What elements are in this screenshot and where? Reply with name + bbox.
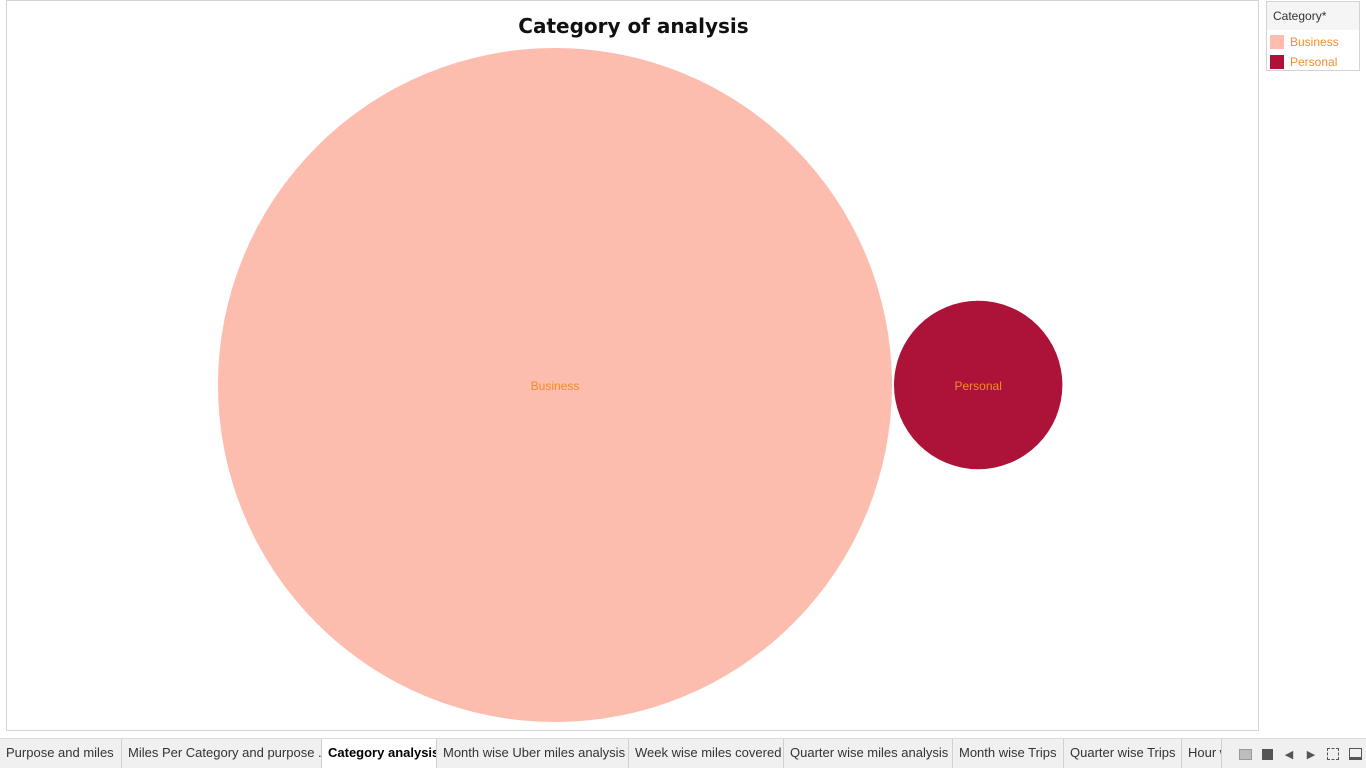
sheet-tab-bar: Purpose and miles Miles Per Category and … bbox=[0, 738, 1366, 768]
legend-label-business: Business bbox=[1290, 35, 1339, 49]
bubble-label-business: Business bbox=[531, 379, 580, 393]
legend-label-personal: Personal bbox=[1290, 55, 1338, 69]
tab-miles-per-category[interactable]: Miles Per Category and purpose ... bbox=[122, 739, 322, 768]
show-sheet-sorter-button[interactable] bbox=[1234, 743, 1256, 765]
legend-title: Category* bbox=[1267, 2, 1359, 30]
next-sheet-button[interactable]: ▶ bbox=[1300, 743, 1322, 765]
tab-hour-wise[interactable]: Hour wise bbox=[1182, 739, 1222, 768]
tab-quarter-wise-miles[interactable]: Quarter wise miles analysis bbox=[784, 739, 953, 768]
tab-week-wise-miles[interactable]: Week wise miles covered bbox=[629, 739, 784, 768]
presentation-icon bbox=[1348, 748, 1362, 760]
filmstrip-icon bbox=[1261, 748, 1273, 760]
legend-swatch-business bbox=[1270, 35, 1284, 49]
sheet-tabs: Purpose and miles Miles Per Category and … bbox=[0, 739, 1222, 769]
fullscreen-icon bbox=[1327, 748, 1339, 760]
legend-item-business[interactable]: Business bbox=[1270, 34, 1339, 50]
chevron-right-icon: ▶ bbox=[1306, 748, 1316, 761]
chevron-left-icon: ◀ bbox=[1284, 748, 1294, 761]
legend-swatch-personal bbox=[1270, 55, 1284, 69]
sheet-sorter-icon bbox=[1238, 748, 1252, 760]
tab-month-wise-trips[interactable]: Month wise Trips bbox=[953, 739, 1064, 768]
viz-canvas: Category of analysis Business Personal bbox=[6, 0, 1259, 731]
tab-category-analysis[interactable]: Category analysis bbox=[322, 739, 437, 768]
show-filmstrip-button[interactable] bbox=[1256, 743, 1278, 765]
tab-purpose-and-miles[interactable]: Purpose and miles bbox=[0, 739, 122, 768]
prev-sheet-button[interactable]: ◀ bbox=[1278, 743, 1300, 765]
chart-title: Category of analysis bbox=[518, 14, 749, 38]
legend-panel: Category* Business Personal bbox=[1266, 1, 1360, 71]
bubble-label-personal: Personal bbox=[955, 379, 1002, 393]
tab-quarter-wise-trips[interactable]: Quarter wise Trips bbox=[1064, 739, 1182, 768]
tab-controls: ◀ ▶ bbox=[1234, 739, 1366, 769]
bubble-chart: Business Personal bbox=[218, 48, 1063, 722]
bubble-business[interactable] bbox=[218, 48, 892, 722]
legend-item-personal[interactable]: Personal bbox=[1270, 54, 1337, 70]
tab-month-wise-uber-miles[interactable]: Month wise Uber miles analysis bbox=[437, 739, 629, 768]
bubble-personal[interactable] bbox=[894, 300, 1063, 470]
fullscreen-button[interactable] bbox=[1322, 743, 1344, 765]
presentation-mode-button[interactable] bbox=[1344, 743, 1366, 765]
